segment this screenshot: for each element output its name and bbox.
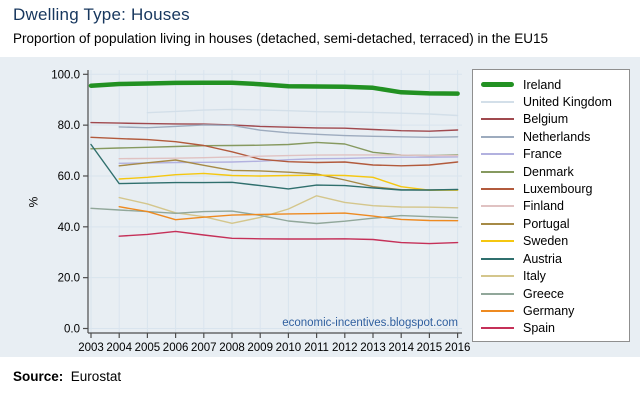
legend-label: Austria — [523, 251, 562, 266]
legend-item-germany: Germany — [481, 302, 625, 319]
legend-item-italy: Italy — [481, 268, 625, 285]
legend-item-austria: Austria — [481, 250, 625, 267]
legend-item-belgium: Belgium — [481, 111, 625, 128]
legend-item-france: France — [481, 146, 625, 163]
x-tick-label: 2009 — [247, 342, 273, 354]
x-tick-label: 2012 — [332, 342, 358, 354]
legend-swatch — [481, 275, 514, 278]
source-note: Source: Eurostat — [13, 369, 121, 384]
legend-swatch — [481, 309, 514, 312]
series-line-austria — [90, 143, 459, 191]
legend-label: Spain — [523, 321, 555, 336]
legend-item-luxembourg: Luxembourg — [481, 181, 625, 198]
x-tick-label: 2014 — [388, 342, 414, 354]
legend-swatch — [481, 170, 514, 173]
legend-swatch — [481, 327, 514, 330]
x-tick-label: 2016 — [445, 342, 471, 354]
legend-swatch — [481, 205, 514, 208]
y-tick-label: 100.0 — [51, 69, 80, 81]
series-line-france — [118, 156, 459, 165]
source-text: Eurostat — [70, 369, 122, 384]
series-line-ireland — [88, 80, 460, 96]
series-line-sweden — [118, 172, 459, 191]
series-line-united-kingdom — [146, 108, 459, 117]
chart-legend: Ireland United Kingdom Belgium Netherlands F… — [472, 69, 630, 342]
legend-item-netherlands: Netherlands — [481, 128, 625, 145]
y-tick-label: 0.0 — [64, 324, 80, 336]
series-line-finland — [118, 154, 459, 160]
x-tick-label: 2005 — [135, 342, 161, 354]
legend-label: Portugal — [523, 216, 570, 231]
legend-item-finland: Finland — [481, 198, 625, 215]
legend-swatch — [481, 100, 514, 103]
legend-item-ireland: Ireland — [481, 76, 625, 93]
line-chart-plot: 0.0 20.0 40.0 60.0 80.0 100.0 2003 2004 2005 2006… — [51, 69, 471, 354]
x-tick-label: 2013 — [360, 342, 386, 354]
legend-swatch — [481, 240, 514, 243]
legend-swatch — [481, 118, 514, 121]
legend-item-denmark: Denmark — [481, 163, 625, 180]
series-line-luxembourg — [90, 136, 459, 167]
y-tick-label: 40.0 — [58, 222, 80, 234]
legend-swatch — [481, 257, 514, 260]
legend-swatch — [481, 82, 514, 87]
y-tick-label: 60.0 — [58, 171, 80, 183]
legend-label: Netherlands — [523, 129, 591, 144]
legend-label: Greece — [523, 286, 564, 301]
legend-label: Italy — [523, 269, 546, 284]
legend-label: Germany — [523, 303, 575, 318]
series-line-greece — [90, 207, 459, 225]
legend-label: Luxembourg — [523, 182, 593, 197]
y-tick-label: 20.0 — [58, 273, 80, 285]
x-tick-label: 2011 — [304, 342, 329, 354]
legend-item-portugal: Portugal — [481, 215, 625, 232]
legend-swatch — [481, 135, 514, 138]
chart-subtitle: Proportion of population living in house… — [13, 31, 549, 46]
page-title: Dwelling Type: Houses — [13, 5, 190, 24]
legend-label: Ireland — [523, 77, 562, 92]
series-line-netherlands — [118, 124, 459, 139]
legend-label: United Kingdom — [523, 94, 612, 109]
x-tick-label: 2010 — [276, 342, 302, 354]
series-line-germany — [118, 205, 459, 222]
x-tick-label: 2008 — [219, 342, 245, 354]
legend-item-greece: Greece — [481, 285, 625, 302]
x-tick-label: 2015 — [417, 342, 443, 354]
legend-label: Finland — [523, 199, 564, 214]
legend-item-spain: Spain — [481, 320, 625, 337]
legend-swatch — [481, 188, 514, 191]
watermark-link: economic-incentives.blogspot.com — [282, 317, 458, 329]
legend-label: Sweden — [523, 234, 569, 249]
series-line-denmark — [90, 141, 459, 157]
source-label: Source: — [13, 369, 64, 384]
y-axis-label: % — [26, 196, 41, 208]
legend-item-united-kingdom: United Kingdom — [481, 93, 625, 110]
legend-label: Denmark — [523, 164, 574, 179]
chart-area: 0.0 20.0 40.0 60.0 80.0 100.0 2003 2004 2005 2006… — [0, 57, 640, 357]
x-tick-label: 2007 — [191, 342, 217, 354]
x-tick-label: 2004 — [106, 342, 132, 354]
legend-label: France — [523, 147, 562, 162]
x-tick-label: 2006 — [163, 342, 189, 354]
legend-item-sweden: Sweden — [481, 233, 625, 250]
legend-swatch — [481, 222, 514, 225]
series-line-spain — [118, 230, 459, 245]
legend-swatch — [481, 292, 514, 295]
legend-swatch — [481, 153, 514, 156]
x-tick-label: 2003 — [78, 342, 104, 354]
series-line-belgium — [90, 121, 459, 132]
legend-label: Belgium — [523, 112, 569, 127]
y-tick-label: 80.0 — [58, 120, 80, 132]
